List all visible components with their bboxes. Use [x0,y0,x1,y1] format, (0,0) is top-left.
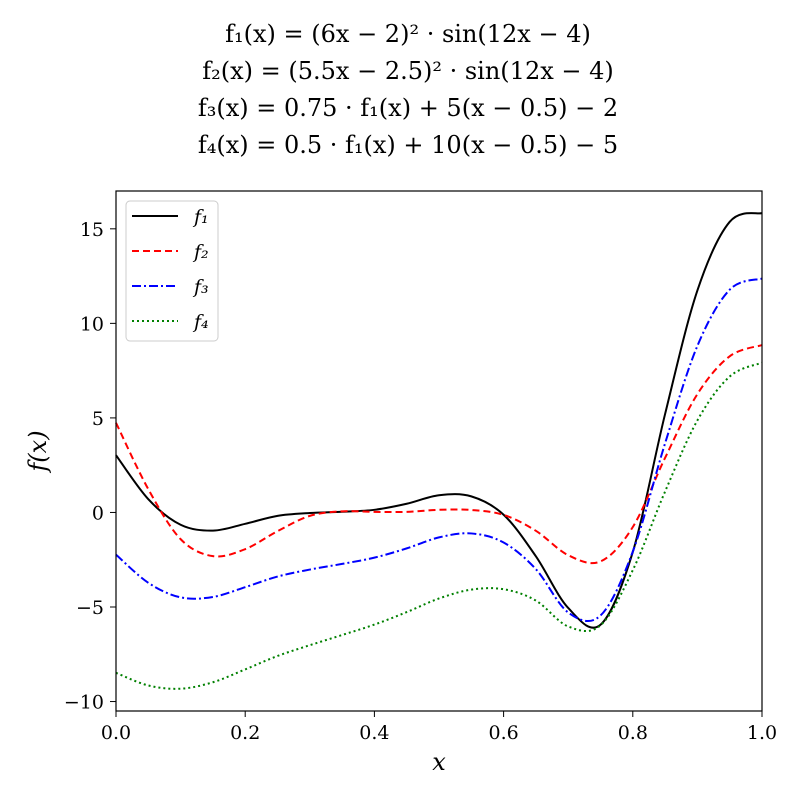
x-tick-label: 0.0 [101,722,131,744]
title-line: f₃(x) = 0.75 · f₁(x) + 5(x − 0.5) − 2 [198,94,618,122]
x-axis-title: x [432,748,446,776]
y-tick-label: 0 [92,502,104,524]
plot-frame [115,190,763,712]
x-tick-label: 0.8 [618,722,648,744]
series-line-f3 [115,277,763,623]
legend-label: f₄ [192,311,209,333]
series-line-f1 [115,212,763,629]
x-tick-label: 0.2 [230,722,260,744]
y-tick-label: −5 [76,597,104,619]
y-tick-label: 5 [92,408,104,430]
series-line-f4 [115,361,763,690]
title-line: f₁(x) = (6x − 2)² · sin(12x − 4) [225,20,591,48]
title-line: f₄(x) = 0.5 · f₁(x) + 10(x − 0.5) − 5 [198,131,618,159]
y-tick-label: 10 [80,313,104,335]
legend-label: f₃ [192,276,209,298]
legend-label: f₂ [192,241,209,263]
x-tick-label: 1.0 [747,722,777,744]
y-axis-title: f(x) [24,430,52,473]
y-axis: −10 −5 0 5 10 15 [64,219,116,714]
x-tick-label: 0.4 [359,722,389,744]
legend-box [125,200,219,342]
plot-curves [115,212,763,690]
series-line-f2 [115,344,763,565]
x-tick-label: 0.6 [488,722,518,744]
x-axis: 0.0 0.2 0.4 0.6 0.8 1.0 [101,711,777,744]
title-line: f₂(x) = (5.5x − 2.5)² · sin(12x − 4) [202,57,614,85]
y-tick-label: 15 [80,219,104,241]
y-tick-label: −10 [64,692,104,714]
legend: f₁ f₂ f₃ f₄ [125,200,219,342]
legend-label: f₁ [192,206,209,228]
chart-title: f₁(x) = (6x − 2)² · sin(12x − 4) f₂(x) = … [198,20,618,159]
